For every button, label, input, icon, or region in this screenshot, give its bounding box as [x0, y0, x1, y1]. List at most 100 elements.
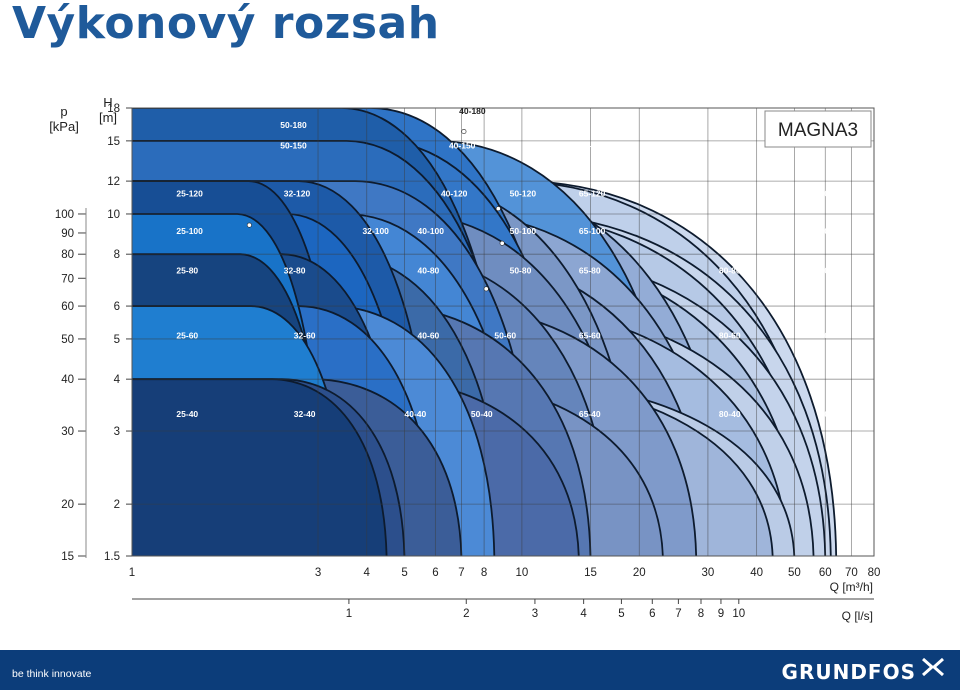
x-tick-3: 3 — [315, 567, 321, 579]
x-tick-40: 40 — [750, 567, 763, 579]
marker-50-120 — [495, 206, 501, 212]
y-axis-title-2: [m] — [99, 110, 117, 125]
y-tick-6: 6 — [114, 301, 120, 313]
label-25-120: 25-120 — [176, 189, 203, 199]
kpa-tick-80: 80 — [61, 249, 74, 261]
x-tick-10: 10 — [515, 567, 528, 579]
label-40-60: 40-60 — [418, 330, 440, 340]
x2-tick-4: 4 — [580, 608, 587, 620]
footer-bar: be think innovate GRUNDFOS — [0, 650, 960, 690]
marker-32-100 — [246, 222, 252, 228]
y-tick-3: 3 — [114, 426, 120, 438]
legend-box — [764, 110, 872, 148]
plot-border — [131, 107, 875, 557]
x-tick-50: 50 — [788, 567, 801, 579]
label-50-100: 50-100 — [510, 226, 537, 236]
label-80-100: 80-100 — [719, 226, 746, 236]
y-tick-12: 12 — [107, 176, 120, 188]
label-50-60: 50-60 — [494, 330, 516, 340]
label-65-80: 65-80 — [579, 266, 601, 276]
x2-tick-8: 8 — [698, 608, 704, 620]
label-40-40: 40-40 — [405, 409, 427, 419]
label-100-120: 100-120 — [820, 189, 851, 199]
x-axis-title: Q [m³/h] — [830, 580, 873, 594]
label-50-150: 50-150 — [280, 141, 307, 151]
x2-tick-1: 1 — [346, 608, 352, 620]
left-axis-title-2: [kPa] — [49, 119, 79, 134]
label-100-100: 100-100 — [820, 226, 851, 236]
x2-tick-7: 7 — [675, 608, 681, 620]
y-tick-5: 5 — [114, 334, 120, 346]
chart-title: MAGNA3 — [778, 120, 858, 141]
label-25-40: 25-40 — [176, 409, 198, 419]
x-tick-30: 30 — [702, 567, 715, 579]
kpa-tick-30: 30 — [61, 426, 74, 438]
x2-tick-6: 6 — [649, 608, 655, 620]
label-65-100: 65-100 — [579, 226, 606, 236]
curve-labels-group: 100-120 80-120 100-100 80-100 100-80 80-80 100… — [176, 106, 851, 419]
x2-tick-10: 10 — [732, 608, 745, 620]
label-65-150: 65-150 — [579, 141, 606, 151]
label-50-180: 50-180 — [280, 120, 307, 130]
leader-40-180 — [463, 117, 474, 132]
label-80-120: 80-120 — [719, 189, 746, 199]
label-65-60: 65-60 — [579, 330, 601, 340]
grundfos-logo-icon — [922, 657, 944, 677]
x-tick-60: 60 — [819, 567, 832, 579]
label-40-120: 40-120 — [441, 189, 468, 199]
label-80-60: 80-60 — [719, 330, 741, 340]
x2-axis-title: Q [l/s] — [842, 609, 873, 623]
label-50-40: 50-40 — [471, 409, 493, 419]
x-tick-1: 1 — [129, 567, 135, 579]
y-tick-2: 2 — [114, 499, 120, 511]
marker-50-80 — [483, 286, 489, 292]
y-axis-title-1: H — [103, 95, 112, 110]
label-32-60: 32-60 — [294, 330, 316, 340]
grid-group — [132, 108, 874, 556]
marker-40-180 — [461, 129, 467, 135]
label-50-80: 50-80 — [510, 266, 532, 276]
label-80-40: 80-40 — [719, 409, 741, 419]
y-tick-4: 4 — [114, 374, 121, 386]
marker-50-100 — [499, 240, 505, 246]
y-tick-1-5: 1.5 — [104, 551, 120, 563]
tagline: be think innovate — [12, 668, 92, 680]
label-25-80: 25-80 — [176, 266, 198, 276]
label-65-120: 65-120 — [579, 189, 606, 199]
callout-label-40-180: 40-180 — [459, 106, 486, 116]
y-tick-18: 18 — [107, 103, 120, 115]
label-40-80: 40-80 — [418, 266, 440, 276]
label-40-100: 40-100 — [418, 226, 445, 236]
x-tick-80: 80 — [868, 567, 881, 579]
label-100-80: 100-80 — [820, 266, 847, 276]
y-tick-8: 8 — [114, 249, 120, 261]
x-tick-8: 8 — [481, 567, 487, 579]
pump-curves-group — [132, 108, 838, 556]
label-32-100: 32-100 — [362, 226, 389, 236]
y-tick-15: 15 — [107, 136, 120, 148]
x2-tick-3: 3 — [532, 608, 538, 620]
x-tick-6: 6 — [432, 567, 438, 579]
x2-tick-5: 5 — [618, 608, 624, 620]
label-32-80: 32-80 — [284, 266, 306, 276]
kpa-tick-60: 60 — [61, 301, 74, 313]
kpa-tick-15: 15 — [61, 551, 74, 563]
x-tick-4: 4 — [364, 567, 371, 579]
x-tick-70: 70 — [845, 567, 858, 579]
label-32-40: 32-40 — [294, 409, 316, 419]
x-tick-20: 20 — [633, 567, 646, 579]
x-tick-5: 5 — [401, 567, 407, 579]
label-80-80: 80-80 — [719, 266, 741, 276]
label-25-100: 25-100 — [176, 226, 203, 236]
label-25-60: 25-60 — [176, 330, 198, 340]
label-32-120: 32-120 — [284, 189, 311, 199]
page-title: Výkonový rozsah — [12, 0, 440, 49]
kpa-tick-40: 40 — [61, 374, 74, 386]
kpa-tick-90: 90 — [61, 228, 74, 240]
label-50-120: 50-120 — [510, 189, 537, 199]
x-tick-7: 7 — [458, 567, 464, 579]
kpa-tick-100: 100 — [55, 209, 74, 221]
label-100-40: 100-40 — [820, 409, 847, 419]
